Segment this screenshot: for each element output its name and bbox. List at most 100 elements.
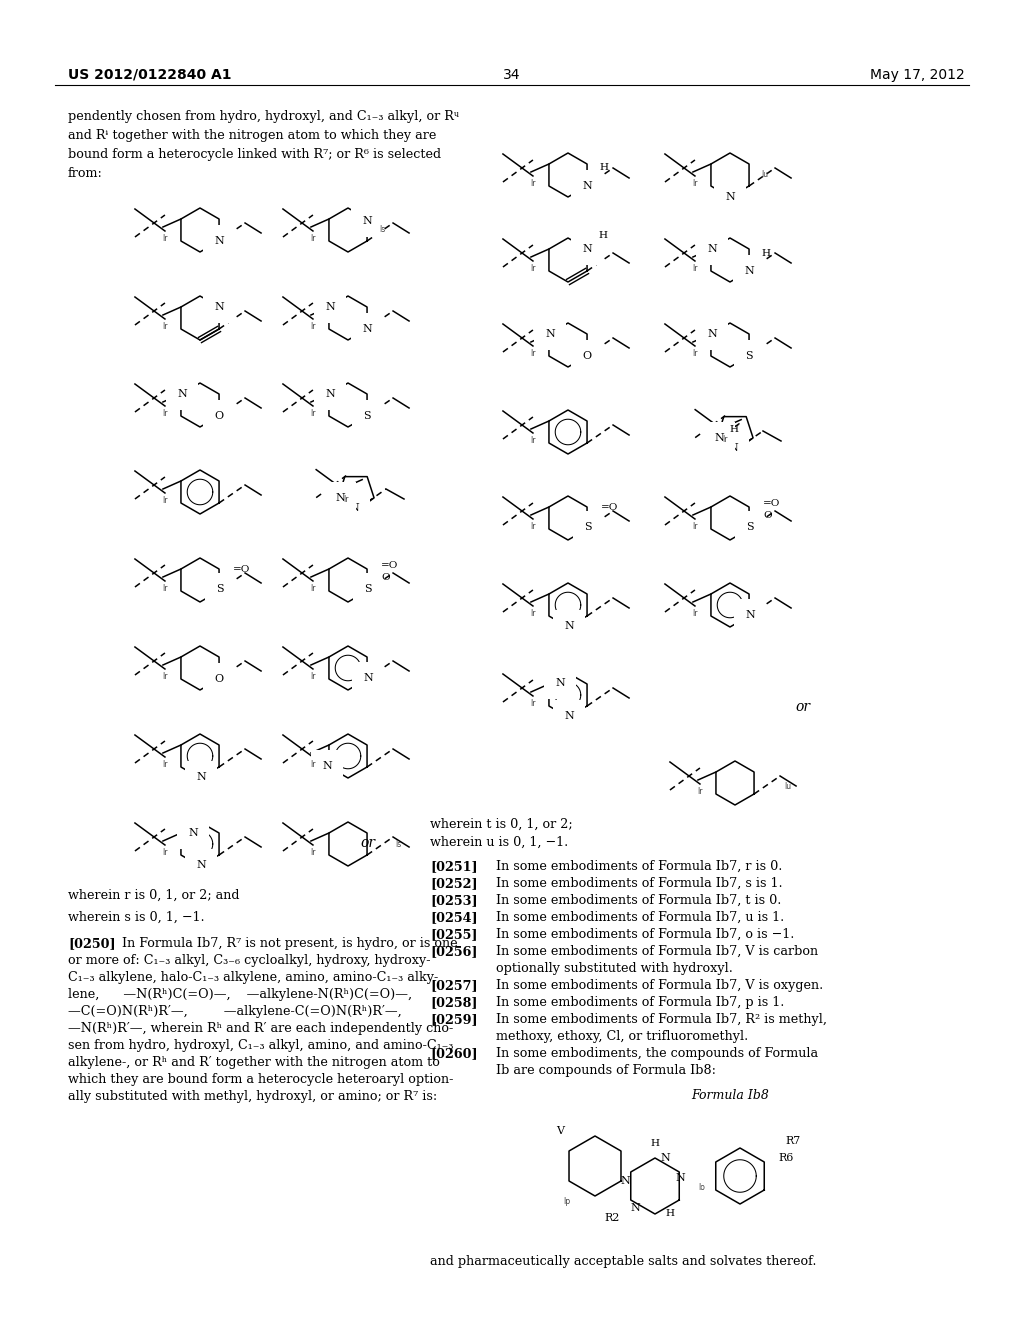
Text: lr: lr (692, 180, 697, 187)
Text: N: N (708, 329, 717, 339)
Text: In some embodiments of Formula Ib7, V is carbon: In some embodiments of Formula Ib7, V is… (496, 945, 818, 958)
Text: or: or (795, 700, 810, 714)
Text: N: N (728, 444, 738, 453)
Text: US 2012/0122840 A1: US 2012/0122840 A1 (68, 69, 231, 82)
Text: H: H (761, 248, 770, 257)
Text: lr: lr (530, 700, 536, 708)
Text: N: N (708, 244, 717, 253)
Text: ls: ls (395, 840, 401, 849)
Text: or more of: C₁₋₃ alkyl, C₃₋₆ cycloalkyl, hydroxy, hydroxy-: or more of: C₁₋₃ alkyl, C₃₋₆ cycloalkyl,… (68, 954, 430, 968)
Text: S: S (216, 583, 224, 594)
Text: and Rᶤ together with the nitrogen atom to which they are: and Rᶤ together with the nitrogen atom t… (68, 129, 436, 143)
Text: lr: lr (530, 609, 536, 618)
Text: N: N (621, 1176, 630, 1185)
Text: In some embodiments of Formula Ib7, o is −1.: In some embodiments of Formula Ib7, o is… (496, 928, 795, 941)
Text: [0257]: [0257] (430, 979, 477, 993)
Text: O: O (381, 573, 390, 582)
Text: N: N (745, 610, 755, 620)
Text: H: H (599, 164, 608, 173)
Text: N: N (630, 1203, 640, 1213)
Text: N: N (197, 772, 206, 781)
Text: R2: R2 (604, 1213, 620, 1224)
Text: N: N (325, 389, 335, 399)
Text: In some embodiments of Formula Ib7, p is 1.: In some embodiments of Formula Ib7, p is… (496, 997, 784, 1008)
Text: N: N (177, 389, 186, 399)
Text: N: N (583, 181, 592, 191)
Text: lr: lr (530, 180, 536, 187)
Text: wherein u is 0, 1, −1.: wherein u is 0, 1, −1. (430, 836, 568, 849)
Text: lp: lp (563, 1196, 570, 1205)
Text: lr: lr (310, 409, 315, 418)
Text: sen from hydro, hydroxyl, C₁₋₃ alkyl, amino, and amino-C₁₋₃: sen from hydro, hydroxyl, C₁₋₃ alkyl, am… (68, 1039, 454, 1052)
Text: N: N (660, 1152, 670, 1163)
Text: lr: lr (530, 521, 536, 531)
Text: S: S (745, 351, 753, 360)
Text: ls: ls (379, 224, 385, 234)
Text: N: N (744, 267, 754, 276)
Text: O: O (583, 351, 592, 360)
Text: S: S (364, 411, 371, 421)
Text: [0256]: [0256] (430, 945, 477, 958)
Text: In some embodiments of Formula Ib7, r is 0.: In some embodiments of Formula Ib7, r is… (496, 861, 782, 873)
Text: —N(Rʰ)R′—, wherein Rʰ and R′ are each independently cho-: —N(Rʰ)R′—, wherein Rʰ and R′ are each in… (68, 1022, 454, 1035)
Text: lr: lr (162, 847, 168, 857)
Text: and pharmaceutically acceptable salts and solvates thereof.: and pharmaceutically acceptable salts an… (430, 1255, 816, 1269)
Text: In some embodiments of Formula Ib7, s is 1.: In some embodiments of Formula Ib7, s is… (496, 876, 782, 890)
Text: =O: =O (763, 499, 780, 507)
Text: O: O (214, 411, 223, 421)
Text: In some embodiments of Formula Ib7, u is 1.: In some embodiments of Formula Ib7, u is… (496, 911, 784, 924)
Text: lr: lr (162, 672, 168, 681)
Text: H: H (650, 1139, 659, 1148)
Text: [0255]: [0255] (430, 928, 477, 941)
Text: In some embodiments of Formula Ib7, V is oxygen.: In some embodiments of Formula Ib7, V is… (496, 979, 823, 993)
Text: optionally substituted with hydroxyl.: optionally substituted with hydroxyl. (496, 962, 733, 975)
Text: lr: lr (162, 409, 168, 418)
Text: Ib are compounds of Formula Ib8:: Ib are compounds of Formula Ib8: (496, 1064, 716, 1077)
Text: Formula Ib8: Formula Ib8 (691, 1089, 769, 1102)
Text: [0253]: [0253] (430, 894, 477, 907)
Text: C₁₋₃ alkylene, halo-C₁₋₃ alkylene, amino, amino-C₁₋₃ alky-: C₁₋₃ alkylene, halo-C₁₋₃ alkylene, amino… (68, 972, 438, 983)
Text: or: or (360, 836, 375, 850)
Text: wherein t is 0, 1, or 2;: wherein t is 0, 1, or 2; (430, 818, 572, 832)
Text: lr: lr (310, 322, 315, 331)
Text: [0260]: [0260] (430, 1047, 477, 1060)
Text: wherein s is 0, 1, −1.: wherein s is 0, 1, −1. (68, 911, 205, 924)
Text: N: N (349, 503, 358, 513)
Text: In some embodiments of Formula Ib7, R² is methyl,: In some embodiments of Formula Ib7, R² i… (496, 1012, 827, 1026)
Text: 34: 34 (503, 69, 521, 82)
Text: lr: lr (692, 521, 697, 531)
Text: lr: lr (697, 787, 702, 796)
Text: lr: lr (162, 583, 168, 593)
Text: lr: lr (530, 348, 536, 358)
Text: N: N (214, 236, 224, 246)
Text: =O: =O (233, 565, 251, 573)
Text: N: N (362, 216, 372, 226)
Text: May 17, 2012: May 17, 2012 (870, 69, 965, 82)
Text: H: H (598, 231, 607, 239)
Text: lu: lu (761, 170, 768, 180)
Text: N: N (214, 302, 224, 312)
Text: N: N (323, 762, 332, 771)
Text: lr: lr (722, 434, 728, 444)
Text: N: N (325, 302, 335, 312)
Text: —C(=O)N(Rʰ)R′—,         —alkylene-C(=O)N(Rʰ)R′—,: —C(=O)N(Rʰ)R′—, —alkylene-C(=O)N(Rʰ)R′—, (68, 1005, 401, 1018)
Text: R7: R7 (785, 1137, 800, 1146)
Text: S: S (585, 521, 592, 532)
Text: S: S (365, 583, 372, 594)
Text: lr: lr (692, 609, 697, 618)
Text: methoxy, ethoxy, Cl, or trifluoromethyl.: methoxy, ethoxy, Cl, or trifluoromethyl. (496, 1030, 749, 1043)
Text: [0250]: [0250] (68, 937, 116, 950)
Text: N: N (564, 620, 573, 631)
Text: wherein r is 0, 1, or 2; and: wherein r is 0, 1, or 2; and (68, 888, 240, 902)
Text: [0259]: [0259] (430, 1012, 477, 1026)
Text: N: N (545, 329, 555, 339)
Text: O: O (214, 675, 223, 684)
Text: lr: lr (530, 264, 536, 273)
Text: H: H (730, 425, 739, 434)
Text: R6: R6 (778, 1152, 794, 1163)
Text: N: N (583, 244, 592, 253)
Text: N: N (335, 492, 345, 503)
Text: N: N (675, 1173, 685, 1183)
Text: lr: lr (162, 322, 168, 331)
Text: lr: lr (692, 348, 697, 358)
